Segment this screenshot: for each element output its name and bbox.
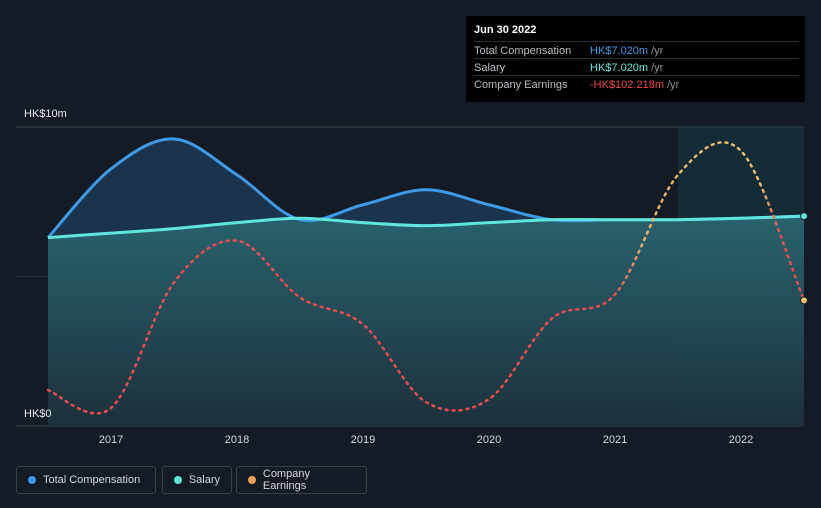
- legend-dot-icon: [248, 476, 256, 484]
- tooltip-value: HK$7.020m/yr: [590, 62, 663, 74]
- legend-label: Company Earnings: [262, 468, 310, 492]
- tooltip-value: HK$7.020m/yr: [590, 45, 663, 57]
- legend-dot-icon: [174, 476, 182, 484]
- legend-label: Salary: [188, 474, 220, 486]
- x-tick-label: 2017: [99, 434, 123, 446]
- tooltip-label: Company Earnings: [474, 79, 568, 91]
- tooltip-row-salary: Salary HK$7.020m/yr: [474, 58, 799, 76]
- tooltip: Jun 30 2022 Total Compensation HK$7.020m…: [466, 16, 805, 102]
- x-tick-label: 2021: [603, 434, 627, 446]
- tooltip-label: Salary: [474, 62, 506, 74]
- legend-dot-icon: [28, 476, 36, 484]
- tooltip-value-text: HK$7.020m: [590, 45, 649, 57]
- salary-line: [47, 214, 805, 240]
- legend-item-total-compensation[interactable]: Total Compensation: [16, 466, 156, 494]
- tooltip-value-text: HK$7.020m: [590, 62, 649, 74]
- legend-label: Total Compensation: [43, 474, 141, 486]
- tooltip-row-company-earnings: Company Earnings -HK$102.218m/yr: [474, 75, 799, 93]
- tooltip-row-total-compensation: Total Compensation HK$7.020m/yr: [474, 41, 799, 59]
- x-tick-label: 2022: [729, 434, 753, 446]
- legend-item-salary[interactable]: Salary: [162, 466, 232, 494]
- x-tick-label: 2018: [225, 434, 249, 446]
- tooltip-unit: /yr: [667, 79, 680, 91]
- earnings-end-point: [800, 296, 808, 305]
- tooltip-value-text: -HK$102.218m: [590, 79, 664, 91]
- salary-end-point: [800, 212, 808, 221]
- y-axis-top-label: HK$10m: [24, 108, 67, 120]
- tooltip-label: Total Compensation: [474, 45, 572, 57]
- salary-area: [48, 216, 804, 426]
- x-tick-label: 2020: [477, 434, 501, 446]
- tooltip-date: Jun 30 2022: [474, 24, 537, 36]
- y-axis-bottom-label: HK$0: [24, 408, 52, 420]
- legend-item-company-earnings[interactable]: Company Earnings: [236, 466, 367, 494]
- tooltip-unit: /yr: [651, 45, 664, 57]
- x-tick-label: 2019: [351, 434, 375, 446]
- company-earnings-line: [46, 141, 806, 415]
- tooltip-value: -HK$102.218m/yr: [590, 79, 679, 91]
- tooltip-unit: /yr: [651, 62, 664, 74]
